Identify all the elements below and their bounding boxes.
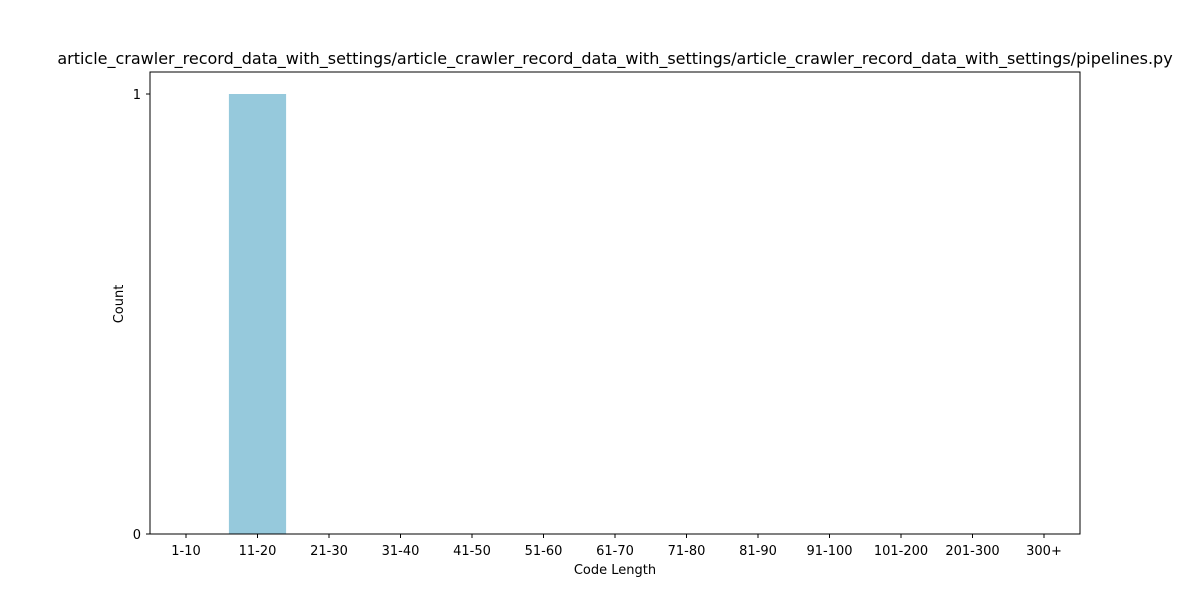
x-tick-label: 51-60 bbox=[525, 544, 563, 559]
y-axis-label: Count bbox=[112, 285, 127, 324]
x-tick-label: 71-80 bbox=[668, 544, 706, 559]
x-tick-label: 201-300 bbox=[945, 544, 999, 559]
y-axis: 01 bbox=[133, 88, 150, 543]
x-tick-label: 101-200 bbox=[874, 544, 928, 559]
bar-11-20 bbox=[228, 94, 287, 534]
x-axis: 1-10 11-20 21-30 31-40 41-50 51-60 61-70 71-80 8… bbox=[171, 534, 1062, 559]
x-tick-label: 41-50 bbox=[453, 544, 491, 559]
plot-frame bbox=[149, 71, 1081, 535]
x-tick-label: 91-100 bbox=[806, 544, 852, 559]
x-tick-label: 300+ bbox=[1026, 544, 1062, 559]
x-tick-label: 11-20 bbox=[239, 544, 277, 559]
x-tick-label: 31-40 bbox=[382, 544, 420, 559]
x-tick-label: 61-70 bbox=[596, 544, 634, 559]
y-tick-label: 0 bbox=[133, 528, 141, 543]
x-tick-label: 21-30 bbox=[310, 544, 348, 559]
y-tick-label: 1 bbox=[133, 88, 141, 103]
x-tick-label: 81-90 bbox=[739, 544, 777, 559]
plot-area bbox=[228, 94, 287, 534]
x-tick-label: 1-10 bbox=[171, 544, 201, 559]
x-axis-label: Code Length bbox=[574, 563, 656, 578]
chart-title: article_crawler_record_data_with_setting… bbox=[57, 49, 1172, 69]
